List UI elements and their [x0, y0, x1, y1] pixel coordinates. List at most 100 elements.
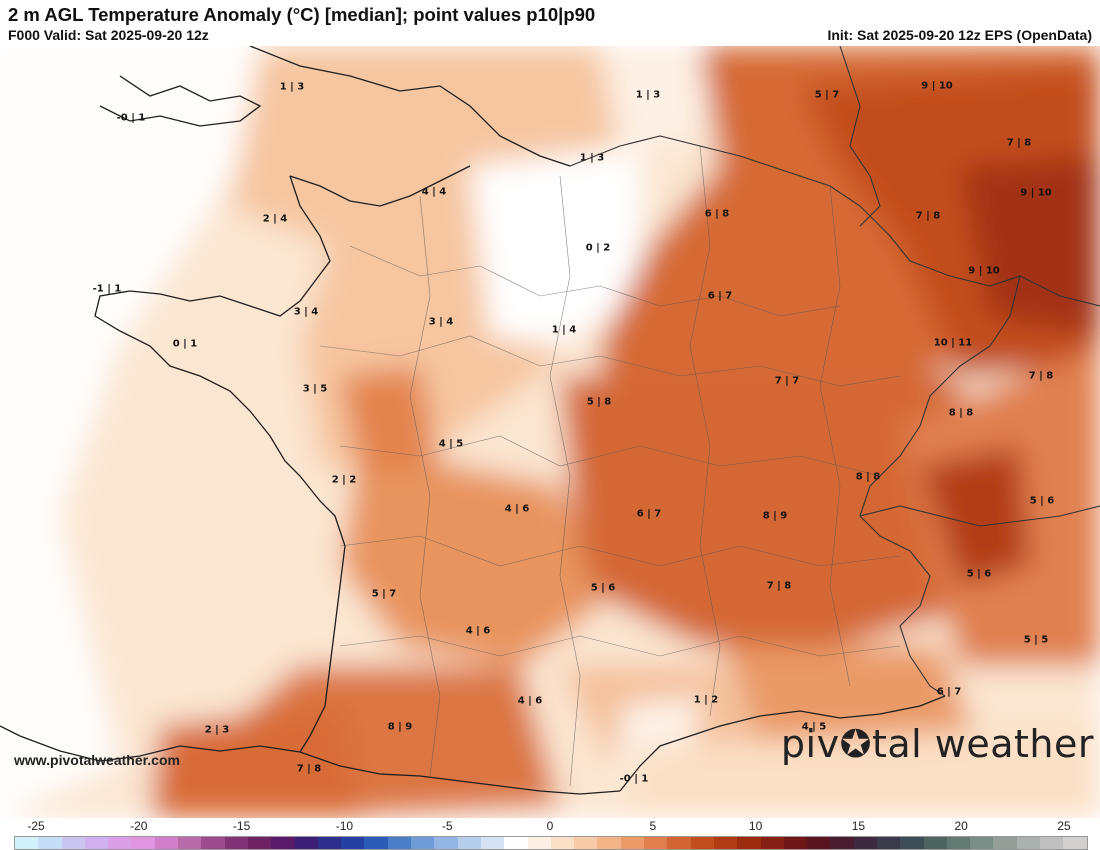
colorbar-swatch — [550, 837, 575, 849]
point-value-label: -0 | 1 — [116, 112, 146, 124]
colorbar-swatch — [853, 837, 877, 849]
point-value-label: 10 | 11 — [933, 337, 973, 349]
colorbar-swatch — [480, 837, 505, 849]
point-value-label: 6 | 7 — [936, 686, 962, 698]
point-value-label: 3 | 4 — [428, 316, 454, 328]
colorbar-swatch — [131, 837, 155, 849]
colorbar-tick-label: 5 — [649, 819, 657, 833]
point-value-label: 6 | 7 — [707, 290, 733, 302]
point-value-label: 7 | 7 — [774, 375, 800, 387]
point-value-label: 1 | 4 — [551, 324, 577, 336]
colorbar-swatch — [247, 837, 272, 849]
colorbar-tick-label: 0 — [546, 819, 554, 833]
colorbar-swatch — [667, 837, 691, 849]
point-value-label: 7 | 8 — [296, 763, 322, 775]
point-value-label: 7 | 8 — [915, 210, 941, 222]
colorbar-swatch — [527, 837, 551, 849]
website-label: www.pivotalweather.com — [14, 752, 180, 768]
colorbar-tick-label: -15 — [232, 819, 251, 833]
point-value-label: 8 | 8 — [948, 407, 974, 419]
point-value-label: 7 | 8 — [766, 580, 792, 592]
colorbar-tick-label: 20 — [954, 819, 968, 833]
point-value-label: 2 | 3 — [204, 724, 230, 736]
point-value-label: 4 | 5 — [801, 721, 827, 733]
colorbar-swatch — [387, 837, 412, 849]
logo-text-left: piv — [780, 722, 840, 766]
colorbar-tick-label: -25 — [27, 819, 45, 833]
admin-boundaries — [319, 145, 901, 787]
colorbar-swatch — [108, 837, 132, 849]
point-value-label: 1 | 3 — [635, 89, 661, 101]
point-value-label: 1 | 3 — [579, 152, 605, 164]
point-value-label: 5 | 6 — [1029, 495, 1055, 507]
point-value-label: 4 | 6 — [465, 625, 491, 637]
point-value-label: 4 | 6 — [517, 695, 543, 707]
point-value-label: 9 | 10 — [968, 265, 1000, 277]
point-value-label: 8 | 8 — [855, 471, 881, 483]
colorbar-tick-label: 15 — [851, 819, 866, 833]
logo-text-right: tal weather — [871, 722, 1094, 766]
point-value-label: 7 | 8 — [1028, 370, 1054, 382]
point-value-label: 6 | 7 — [636, 508, 662, 520]
colorbar-swatch — [84, 837, 109, 849]
colorbar-swatch — [690, 837, 714, 849]
point-value-label: 4 | 6 — [504, 503, 530, 515]
gear-icon: ✪ — [839, 722, 872, 766]
colorbar-swatch — [154, 837, 179, 849]
point-value-label: 1 | 2 — [693, 694, 719, 706]
point-value-label: 5 | 6 — [966, 568, 992, 580]
colorbar-swatch — [38, 837, 62, 849]
colorbar-swatch — [644, 837, 668, 849]
valid-time: F000 Valid: Sat 2025-09-20 12z — [8, 27, 209, 43]
point-value-label: 8 | 9 — [762, 510, 788, 522]
point-value-label: 3 | 5 — [302, 383, 328, 395]
point-value-label: 0 | 2 — [585, 242, 611, 254]
colorbar-swatch — [946, 837, 971, 849]
pivotal-weather-logo: piv✪tal weather — [781, 722, 1094, 766]
point-value-label: 5 | 5 — [1023, 634, 1049, 646]
colorbar-swatch — [15, 837, 39, 849]
colorbar-swatch — [271, 837, 295, 849]
colorbar-swatch — [317, 837, 342, 849]
colorbar-swatch — [830, 837, 854, 849]
colorbar-swatch — [411, 837, 435, 849]
colorbar-swatch — [201, 837, 225, 849]
colorbar-swatches — [14, 836, 1088, 850]
point-value-label: -0 | 1 — [619, 773, 649, 785]
anomaly-map: 1 | 3 -0 | 1 1 | 3 5 | 7 9 | 10 7 | 8 1 | 3 9 |… — [0, 46, 1100, 818]
colorbar-tick-label: -5 — [441, 819, 453, 833]
point-value-label: 5 | 6 — [590, 582, 616, 594]
colorbar-swatch — [923, 837, 947, 849]
point-value-label: 2 | 2 — [331, 474, 357, 486]
point-value-label: 4 | 5 — [438, 438, 464, 450]
colorbar-swatch — [457, 837, 481, 849]
point-value-label: 5 | 7 — [371, 588, 397, 600]
colorbar: -25 -20 -15 -10 -5 0 5 10 15 20 25 — [0, 818, 1100, 850]
colorbar-swatch — [1016, 837, 1041, 849]
colorbar-swatch — [574, 837, 598, 849]
country-borders — [569, 46, 1100, 697]
colorbar-swatch — [713, 837, 738, 849]
colorbar-swatch — [341, 837, 365, 849]
coastlines — [0, 46, 946, 795]
colorbar-swatch — [807, 837, 831, 849]
colorbar-swatch — [434, 837, 458, 849]
colorbar-swatch — [294, 837, 318, 849]
colorbar-swatch — [1063, 837, 1087, 849]
point-value-label: 5 | 7 — [814, 89, 840, 101]
map-canvas — [0, 46, 1100, 818]
map-title: 2 m AGL Temperature Anomaly (°C) [median… — [8, 4, 596, 25]
colorbar-swatch — [900, 837, 924, 849]
point-value-label: 5 | 8 — [586, 396, 612, 408]
point-value-label: -1 | 1 — [92, 283, 122, 295]
point-value-label: 6 | 8 — [704, 208, 730, 220]
init-time: Init: Sat 2025-09-20 12z EPS (OpenData) — [827, 27, 1092, 43]
colorbar-swatch — [364, 837, 388, 849]
header: 2 m AGL Temperature Anomaly (°C) [median… — [0, 0, 1100, 46]
colorbar-swatch — [61, 837, 85, 849]
colorbar-swatch — [620, 837, 645, 849]
point-value-label: 2 | 4 — [262, 213, 288, 225]
colorbar-tick-label: -10 — [335, 819, 354, 833]
point-value-label: 7 | 8 — [1006, 137, 1032, 149]
point-value-label: 0 | 1 — [172, 338, 198, 350]
